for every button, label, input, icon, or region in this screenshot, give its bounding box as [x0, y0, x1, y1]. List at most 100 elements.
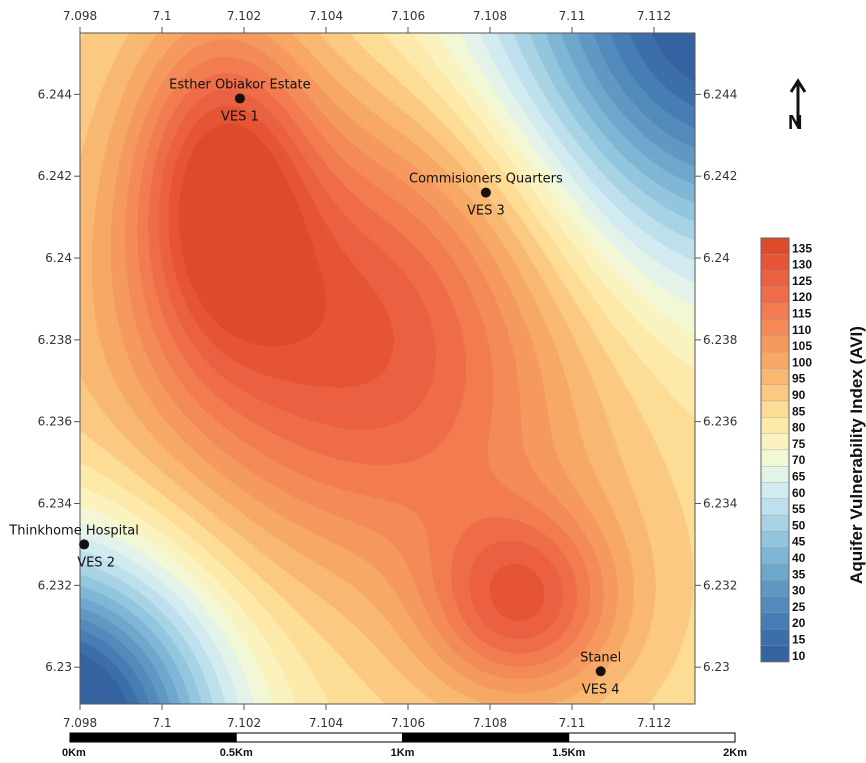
axis-ticks: 7.098 7.098 7.1 7.1 7.102 7.102 7.104 7.104 7.10…: [38, 9, 738, 730]
legend-swatch: [760, 547, 790, 565]
legend-label: 115: [792, 307, 812, 321]
legend-swatch: [760, 319, 790, 336]
scale-bar: 0Km 0.5Km 1Km 1.5Km 2Km: [62, 732, 747, 759]
legend-label: 95: [792, 372, 806, 386]
y-tick-label: 6.242: [703, 169, 737, 183]
legend-swatch: [760, 514, 790, 532]
x-tick-label: 7.102: [227, 716, 261, 730]
site-ves-label: VES 3: [467, 204, 505, 219]
legend-swatch: [760, 629, 790, 646]
legend-label: 85: [792, 404, 806, 418]
legend-label: 15: [792, 633, 806, 647]
scale-segment: [568, 732, 736, 743]
site-name: Thinkhome Hospital: [8, 523, 139, 538]
avi-contour-surface: [80, 33, 695, 704]
legend-label: 110: [792, 323, 812, 337]
legend-swatch: [760, 580, 790, 597]
y-tick-label: 6.23: [45, 660, 72, 674]
y-tick-label: 6.234: [703, 497, 737, 511]
legend-label: 120: [792, 290, 812, 304]
legend-swatch: [760, 596, 790, 614]
x-tick-label: 7.11: [559, 716, 586, 730]
y-tick-label: 6.244: [38, 87, 72, 101]
y-tick-label: 6.23: [703, 660, 730, 674]
legend-swatch: [760, 645, 790, 662]
legend-swatch: [760, 563, 790, 581]
legend-label: 130: [792, 258, 812, 272]
north-label: N: [788, 112, 802, 134]
legend-swatch: [760, 254, 790, 271]
north-arrow-icon: N: [788, 78, 807, 134]
legend-label: 90: [792, 388, 806, 402]
site-marker: Thinkhome Hospital VES 2: [8, 523, 139, 570]
legend-label: 35: [792, 567, 806, 581]
legend-swatch: [760, 417, 790, 434]
legend-swatch: [760, 384, 790, 402]
scale-segment: [69, 732, 237, 743]
x-tick-label: 7.098: [63, 9, 97, 23]
x-tick-label: 7.108: [473, 9, 507, 23]
y-tick-label: 6.238: [703, 333, 737, 347]
legend-label: 60: [792, 486, 806, 500]
legend-label: 10: [792, 649, 806, 663]
site-ves-label: VES 1: [221, 109, 259, 124]
y-tick-label: 6.232: [38, 578, 72, 592]
site-ves-label: VES 4: [582, 682, 620, 697]
legend-label: 100: [792, 355, 812, 369]
legend-swatch: [760, 449, 790, 467]
site-name: Esther Obiakor Estate: [169, 77, 311, 92]
y-tick-label: 6.24: [45, 251, 72, 265]
legend-swatch: [760, 303, 790, 320]
legend-title: Aquifer Vulnerability Index (AVI): [847, 326, 866, 584]
legend-swatch: [760, 335, 790, 353]
y-tick-label: 6.236: [38, 415, 72, 429]
legend-label: 135: [792, 241, 812, 255]
x-tick-label: 7.112: [637, 9, 671, 23]
y-tick-label: 6.244: [703, 87, 737, 101]
legend-label: 25: [792, 600, 806, 614]
site-name: Commisioners Quarters: [409, 172, 563, 187]
legend-label: 20: [792, 616, 806, 630]
scale-label: 1.5Km: [552, 747, 585, 759]
x-tick-label: 7.104: [309, 9, 343, 23]
y-tick-label: 6.238: [38, 333, 72, 347]
legend-swatch: [760, 498, 790, 516]
legend-swatch: [760, 531, 790, 548]
x-tick-label: 7.112: [637, 716, 671, 730]
scale-label: 0Km: [62, 747, 86, 759]
y-tick-label: 6.24: [703, 251, 730, 265]
x-tick-label: 7.1: [152, 716, 171, 730]
site-marker: Esther Obiakor Estate VES 1: [169, 77, 311, 124]
legend-label: 45: [792, 535, 806, 549]
y-tick-label: 6.232: [703, 578, 737, 592]
scale-segment: [402, 732, 570, 743]
legend-label: 80: [792, 421, 806, 435]
legend-swatch: [760, 612, 790, 630]
legend-label: 105: [792, 339, 812, 353]
legend-swatch: [760, 400, 790, 418]
y-tick-label: 6.236: [703, 415, 737, 429]
map-frame: [79, 32, 696, 705]
y-tick-label: 6.242: [38, 169, 72, 183]
legend-swatch: [760, 237, 790, 255]
legend-label: 40: [792, 551, 806, 565]
x-tick-label: 7.098: [63, 716, 97, 730]
legend-swatch: [760, 466, 790, 483]
contour-fill: [80, 33, 695, 704]
legend-label: 70: [792, 453, 806, 467]
legend-swatch: [760, 351, 790, 369]
legend-label: 30: [792, 584, 806, 598]
scale-label: 1Km: [391, 747, 415, 759]
legend-frame: [760, 237, 790, 663]
legend-swatch: [760, 368, 790, 385]
site-name: Stanel: [580, 650, 621, 665]
legend-label: 55: [792, 502, 806, 516]
legend-swatch: [760, 433, 790, 451]
sampling-sites: Esther Obiakor Estate VES 1 Thinkhome Hosp…: [8, 77, 621, 697]
x-tick-label: 7.106: [391, 716, 425, 730]
legend-swatch: [760, 482, 790, 499]
legend-label: 65: [792, 470, 806, 484]
avi-legend: 135 130 125 120 115 110 105 100 95 90 85 80 75 70 65 60…: [760, 237, 812, 663]
x-tick-label: 7.11: [559, 9, 586, 23]
